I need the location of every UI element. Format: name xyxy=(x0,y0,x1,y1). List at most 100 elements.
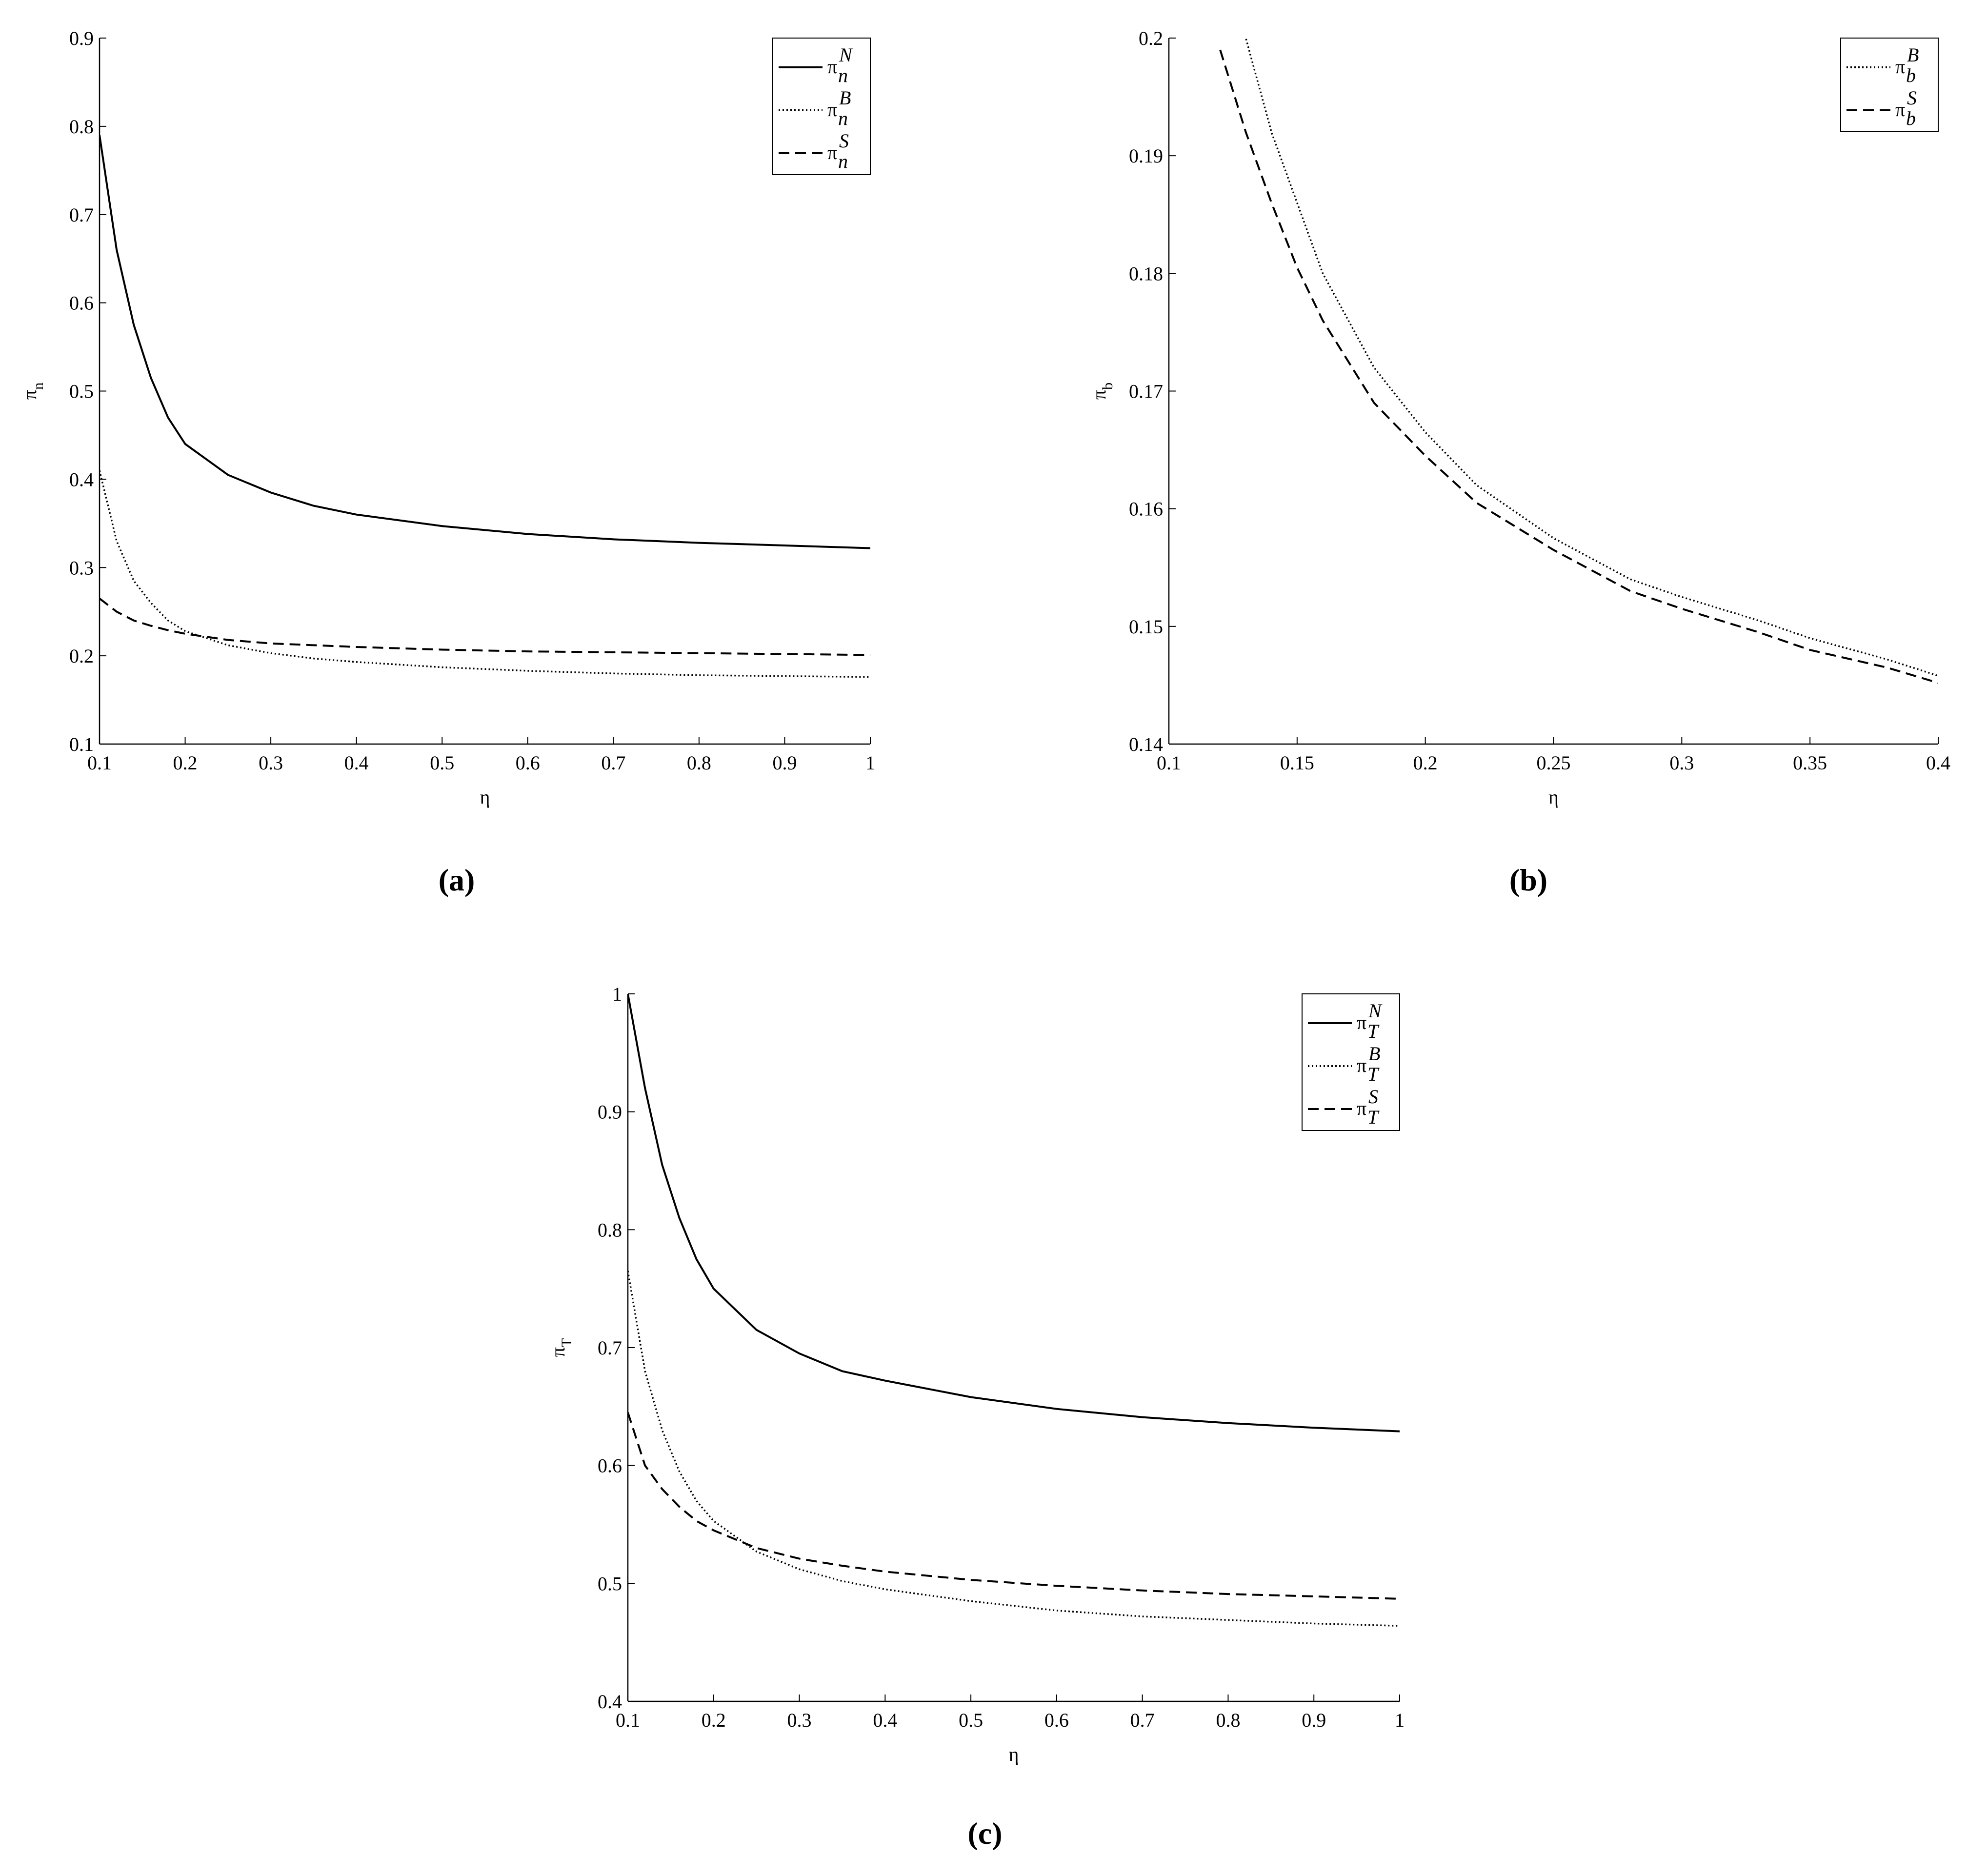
x-tick-label: 0.6 xyxy=(516,752,540,774)
series-line xyxy=(1219,49,1938,684)
x-tick-label: 0.8 xyxy=(687,752,711,774)
x-tick-label: 0.4 xyxy=(344,752,369,774)
legend-superscript: B xyxy=(1368,1043,1380,1065)
legend-label: π xyxy=(827,56,837,78)
y-axis-label-symbol: π xyxy=(547,1347,569,1357)
x-tick-label: 0.3 xyxy=(1669,752,1694,774)
x-tick-label: 0.7 xyxy=(1130,1709,1155,1731)
y-axis-label-subscript: T xyxy=(559,1338,575,1347)
legend-superscript: S xyxy=(1907,87,1917,109)
legend-subscript: T xyxy=(1367,1106,1380,1128)
legend-superscript: N xyxy=(839,44,853,66)
legend-subscript: T xyxy=(1367,1063,1380,1085)
y-axis-label-subscript: n xyxy=(30,383,46,390)
y-axis-label-subscript: b xyxy=(1100,383,1116,390)
legend-label: π xyxy=(1895,99,1905,121)
y-axis-label: πb xyxy=(1088,383,1116,400)
x-tick-label: 0.3 xyxy=(787,1709,812,1731)
y-tick-label: 0.14 xyxy=(1129,733,1163,755)
x-tick-label: 0.9 xyxy=(1302,1709,1326,1731)
y-tick-label: 0.1 xyxy=(69,733,94,755)
y-axis-label-symbol: π xyxy=(19,390,40,400)
x-tick-label: 1 xyxy=(1395,1709,1405,1731)
x-tick-label: 0.1 xyxy=(87,752,112,774)
y-tick-label: 0.7 xyxy=(598,1337,622,1359)
legend-superscript: S xyxy=(1368,1086,1378,1108)
x-tick-label: 0.4 xyxy=(1926,752,1950,774)
y-tick-label: 0.8 xyxy=(69,116,94,138)
legend-label: π xyxy=(827,141,837,163)
y-axis-label: πT xyxy=(547,1338,575,1357)
x-tick-label: 0.1 xyxy=(616,1709,640,1731)
y-tick-label: 0.18 xyxy=(1129,262,1163,284)
x-tick-label: 0.6 xyxy=(1044,1709,1069,1731)
y-tick-label: 0.5 xyxy=(598,1573,622,1594)
series-line xyxy=(628,1412,1400,1600)
x-axis-label: η xyxy=(480,786,490,808)
series-line xyxy=(100,470,870,678)
x-tick-label: 0.15 xyxy=(1280,752,1314,774)
x-tick-label: 0.1 xyxy=(1157,752,1181,774)
y-tick-label: 0.9 xyxy=(69,27,94,49)
x-tick-label: 0.2 xyxy=(1413,752,1438,774)
legend-box xyxy=(1840,38,1939,132)
legend-subscript: n xyxy=(838,64,848,86)
x-tick-label: 0.5 xyxy=(959,1709,983,1731)
y-tick-label: 0.2 xyxy=(69,645,94,667)
caption: (b) xyxy=(1509,863,1547,897)
legend-label: π xyxy=(1895,56,1905,78)
series-line xyxy=(1244,38,1938,677)
x-axis-label: η xyxy=(1009,1743,1019,1765)
y-axis-label-symbol: π xyxy=(1088,390,1110,400)
series-line xyxy=(100,135,870,549)
y-tick-label: 1 xyxy=(612,983,622,1005)
legend-subscript: n xyxy=(838,150,848,172)
y-tick-label: 0.9 xyxy=(598,1101,622,1123)
legend-subscript: T xyxy=(1367,1020,1380,1042)
y-axis-label: πn xyxy=(19,383,46,400)
x-tick-label: 0.5 xyxy=(430,752,454,774)
y-tick-label: 0.5 xyxy=(69,381,94,403)
y-tick-label: 0.2 xyxy=(1139,27,1163,49)
x-tick-label: 0.35 xyxy=(1793,752,1827,774)
y-tick-label: 0.6 xyxy=(69,292,94,314)
chart: 0.1 0.2 0.3 0.4 0.5 0.6 0.7 0.8 0.9 1 0.1 0.2 0.3 0.4… xyxy=(19,27,875,897)
y-tick-label: 0.19 xyxy=(1129,145,1163,167)
legend-superscript: B xyxy=(1907,44,1919,66)
x-tick-label: 0.7 xyxy=(601,752,625,774)
legend-superscript: B xyxy=(839,87,851,109)
y-tick-label: 0.8 xyxy=(598,1219,622,1241)
y-tick-label: 0.4 xyxy=(69,468,94,490)
legend-label: π xyxy=(827,99,837,121)
series-line xyxy=(100,598,870,656)
legend-label: π xyxy=(1357,1097,1366,1119)
x-tick-label: 0.2 xyxy=(173,752,198,774)
chart: 0.1 0.15 0.2 0.25 0.3 0.35 0.4 0.14 0.15 0.16 0.17… xyxy=(1088,27,1950,897)
caption: (a) xyxy=(439,863,475,897)
x-tick-label: 0.25 xyxy=(1537,752,1571,774)
legend-subscript: n xyxy=(838,107,848,129)
x-axis-label: η xyxy=(1548,786,1559,808)
y-tick-label: 0.3 xyxy=(69,557,94,579)
x-tick-label: 0.8 xyxy=(1216,1709,1240,1731)
legend-label: π xyxy=(1357,1054,1366,1076)
legend-superscript: N xyxy=(1368,1000,1383,1022)
y-tick-label: 0.4 xyxy=(598,1691,622,1713)
x-tick-label: 0.4 xyxy=(873,1709,897,1731)
y-tick-label: 0.7 xyxy=(69,204,94,226)
x-tick-label: 0.9 xyxy=(772,752,797,774)
legend-superscript: S xyxy=(839,130,849,152)
y-tick-label: 0.17 xyxy=(1129,381,1163,403)
x-tick-label: 0.2 xyxy=(702,1709,726,1731)
series-line xyxy=(628,1271,1400,1627)
legend-subscript: b xyxy=(1906,64,1916,86)
legend-subscript: b xyxy=(1906,107,1916,129)
chart: 0.1 0.2 0.3 0.4 0.5 0.6 0.7 0.8 0.9 1 0.4 0.5 0.6 0.7… xyxy=(547,983,1405,1851)
y-tick-label: 0.6 xyxy=(598,1455,622,1477)
legend-box xyxy=(1302,993,1400,1131)
x-tick-label: 1 xyxy=(865,752,875,774)
legend-label: π xyxy=(1357,1011,1366,1033)
x-tick-label: 0.3 xyxy=(259,752,283,774)
y-tick-label: 0.16 xyxy=(1129,498,1163,520)
y-tick-label: 0.15 xyxy=(1129,616,1163,638)
